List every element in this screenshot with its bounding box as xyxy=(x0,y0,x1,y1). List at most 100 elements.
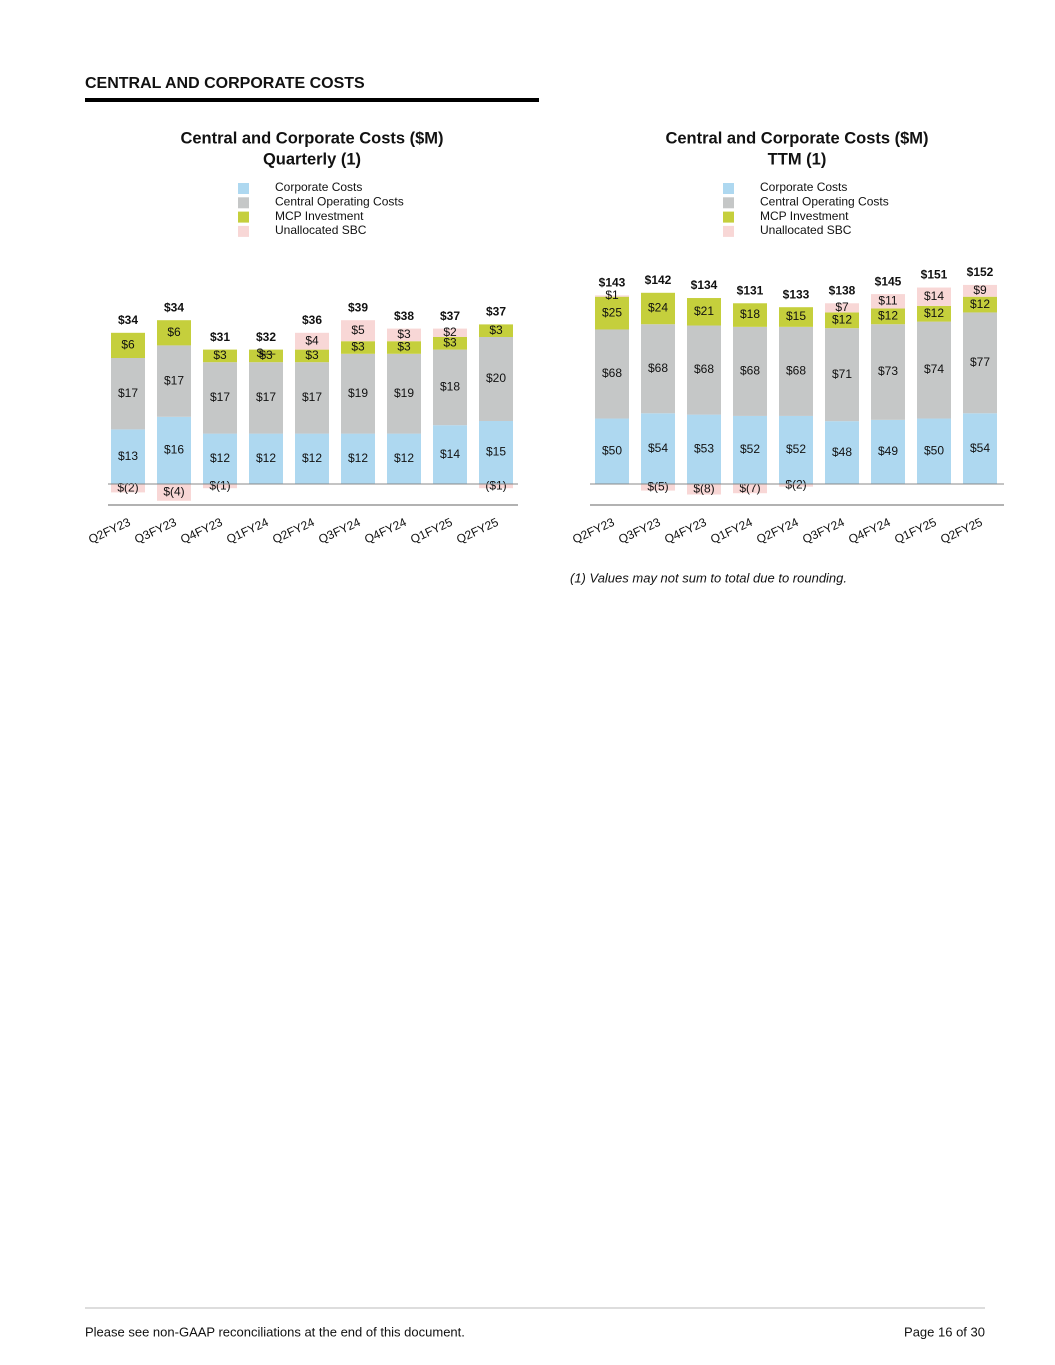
footer-left: Please see non-GAAP reconciliations at t… xyxy=(85,1324,465,1339)
data-label: $13 xyxy=(118,449,138,463)
legend-label: MCP Investment xyxy=(275,209,364,223)
bar-segment xyxy=(111,332,145,358)
bar-segment xyxy=(341,433,375,484)
data-label: $68 xyxy=(786,364,806,378)
bar-segment xyxy=(433,337,467,350)
bar-segment xyxy=(341,320,375,342)
data-label: $17 xyxy=(164,373,184,387)
bar-segment xyxy=(595,295,629,297)
bar-segment xyxy=(825,328,859,422)
total-label: $151 xyxy=(921,268,948,282)
data-label: $5 xyxy=(351,323,365,337)
legend-label: Corporate Costs xyxy=(275,180,362,194)
data-label: $18 xyxy=(440,380,460,394)
legend-swatch xyxy=(723,197,734,209)
bar-segment xyxy=(203,349,237,363)
section-title: CENTRAL AND CORPORATE COSTS xyxy=(85,75,365,92)
bar-segment xyxy=(825,312,859,329)
bar-segment xyxy=(595,296,629,330)
bar-segment xyxy=(433,328,467,337)
bar-segment xyxy=(917,305,951,322)
data-label: $(1) xyxy=(209,478,230,492)
bar-segment xyxy=(779,415,813,485)
chart-title: Central and Corporate Costs ($M) xyxy=(665,129,928,147)
data-label: $19 xyxy=(394,386,414,400)
bar-segment xyxy=(157,416,191,484)
bar-segment xyxy=(387,341,421,354)
bar-segment xyxy=(871,419,905,485)
x-tick-label: Q4FY24 xyxy=(362,515,409,547)
x-tick-label: Q4FY23 xyxy=(662,515,709,547)
bar-segment xyxy=(295,362,329,434)
bar-segment xyxy=(963,413,997,485)
bar-segment xyxy=(917,321,951,419)
data-label: $12 xyxy=(302,451,322,465)
data-label: $15 xyxy=(486,445,506,459)
data-label: $3 xyxy=(305,348,319,362)
legend-label: Unallocated SBC xyxy=(275,223,367,237)
data-label: $50 xyxy=(602,443,622,457)
data-label: $19 xyxy=(348,386,368,400)
legend-swatch xyxy=(723,183,734,194)
data-label: $16 xyxy=(164,443,184,457)
bar-segment xyxy=(641,292,675,325)
data-label: $68 xyxy=(602,366,622,380)
data-label: $17 xyxy=(118,386,138,400)
total-label: $143 xyxy=(599,276,626,290)
data-label: $12 xyxy=(832,312,852,326)
data-label: $(8) xyxy=(693,481,714,495)
data-label: $3 xyxy=(489,323,503,337)
bar-segment xyxy=(641,413,675,485)
bar-segment xyxy=(825,421,859,485)
bar-segment xyxy=(733,484,767,494)
data-label: $15 xyxy=(786,309,806,323)
bar-segment xyxy=(479,421,513,484)
bar-segment xyxy=(479,324,513,337)
data-label: ($1) xyxy=(485,478,506,492)
legend-label: Central Operating Costs xyxy=(760,194,889,208)
bar-segment xyxy=(871,324,905,420)
total-label: $152 xyxy=(967,265,994,279)
data-label: $(4) xyxy=(163,485,184,499)
data-label: $3 xyxy=(443,335,457,349)
data-label: $6 xyxy=(121,338,135,352)
x-tick-label: Q4FY24 xyxy=(846,515,893,547)
bar-segment xyxy=(203,484,237,489)
bar-segment xyxy=(917,287,951,306)
data-label: $3 xyxy=(397,340,411,354)
total-label: $31 xyxy=(210,330,230,344)
legend-label: MCP Investment xyxy=(760,209,849,223)
data-label: $52 xyxy=(786,442,806,456)
x-tick-label: Q2FY23 xyxy=(86,515,133,547)
bar-segment xyxy=(157,484,191,501)
x-tick-label: Q3FY23 xyxy=(616,515,663,547)
x-tick-label: Q2FY24 xyxy=(270,515,317,547)
x-tick-label: Q1FY24 xyxy=(224,515,271,547)
bar-segment xyxy=(111,358,145,430)
legend-swatch xyxy=(238,225,249,237)
bar-segment xyxy=(595,329,629,419)
total-label: $145 xyxy=(875,274,902,288)
data-label: $49 xyxy=(878,444,898,458)
bar-segment xyxy=(733,415,767,485)
data-label: $9 xyxy=(973,283,987,297)
data-label: $68 xyxy=(694,362,714,376)
total-label: $38 xyxy=(394,309,414,323)
x-tick-label: Q2FY25 xyxy=(938,515,985,547)
bar-segment xyxy=(433,425,467,484)
bar-segment xyxy=(733,326,767,416)
bar-segment xyxy=(203,433,237,484)
bar-segment xyxy=(963,284,997,297)
bar-segment xyxy=(249,362,283,434)
data-label: $2 xyxy=(443,325,457,339)
chart-subtitle: Quarterly (1) xyxy=(263,150,361,168)
x-tick-label: Q3FY24 xyxy=(800,515,847,547)
data-label: $53 xyxy=(694,441,714,455)
bar-segment xyxy=(249,433,283,484)
bar-segment xyxy=(779,484,813,487)
section-rule xyxy=(85,98,539,102)
legend-swatch xyxy=(723,211,734,223)
legend-label: Unallocated SBC xyxy=(760,223,852,237)
bar-segment xyxy=(733,303,767,327)
bar-segment xyxy=(779,326,813,416)
